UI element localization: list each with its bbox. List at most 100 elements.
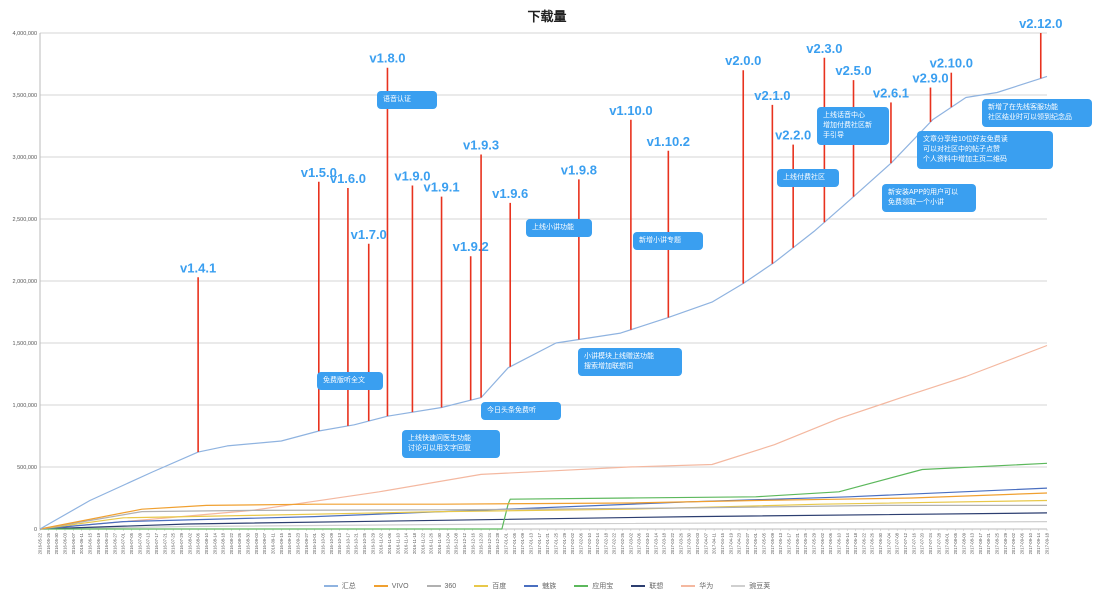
- x-tick-label: 2017-07-16: [911, 532, 916, 554]
- x-tick-label: 2016-07-29: [179, 532, 184, 554]
- legend-swatch: [681, 585, 696, 588]
- legend-label: 应用宝: [592, 583, 614, 590]
- legend-label: 360: [444, 583, 457, 590]
- x-tick-label: 2017-07-04: [886, 532, 891, 554]
- x-tick-label: 2017-07-28: [936, 532, 941, 554]
- legend-label: VIVO: [391, 583, 409, 590]
- x-tick-label: 2017-09-18: [1045, 532, 1050, 554]
- version-label: v1.9.2: [453, 239, 489, 254]
- x-tick-label: 2016-10-01: [312, 532, 317, 554]
- version-label: v2.1.0: [754, 88, 790, 103]
- x-tick-label: 2017-04-03: [695, 532, 700, 554]
- x-tick-label: 2017-06-10: [836, 532, 841, 554]
- x-tick-label: 2017-08-09: [961, 532, 966, 554]
- x-tick-label: 2017-08-05: [953, 532, 958, 554]
- x-tick-label: 2017-03-18: [662, 532, 667, 554]
- series-line-应用宝: [40, 462, 1048, 530]
- x-tick-label: 2017-04-11: [712, 532, 717, 554]
- x-tick-label: 2016-08-22: [229, 532, 234, 554]
- x-tick-label: 2017-07-20: [920, 532, 925, 554]
- version-label: v1.9.6: [492, 186, 528, 201]
- series-lines: [39, 75, 1048, 530]
- x-tick-label: 2016-09-07: [262, 532, 267, 554]
- version-label: v2.9.0: [912, 71, 948, 86]
- x-tick-label: 2017-03-30: [687, 532, 692, 554]
- x-tick-label: 2017-05-29: [811, 532, 816, 554]
- x-tick-label: 2016-08-26: [237, 532, 242, 554]
- legend-swatch: [574, 585, 589, 588]
- x-tick-label: 2017-04-07: [703, 532, 708, 554]
- x-tick-label: 2016-07-01: [121, 532, 126, 554]
- x-tick-label: 2016-10-25: [362, 532, 367, 554]
- x-tick-label: 2017-08-17: [978, 532, 983, 554]
- x-tick-label: 2016-10-21: [354, 532, 359, 554]
- legend-item: 联想: [631, 581, 663, 591]
- y-tick-label: 1,500,000: [13, 341, 37, 347]
- version-label: v1.10.2: [647, 134, 690, 149]
- x-tick-label: 2016-09-23: [295, 532, 300, 554]
- x-tick-label: 2016-12-24: [487, 532, 492, 554]
- x-tick-label: 2016-12-12: [462, 532, 467, 554]
- legend-label: 魅族: [542, 583, 557, 590]
- legend-swatch: [373, 585, 388, 588]
- x-tick-label: 2016-07-21: [162, 532, 167, 554]
- x-tick-label: 2016-07-05: [129, 532, 134, 554]
- x-tick-label: 2017-09-02: [1011, 532, 1016, 554]
- x-tick-label: 2017-04-23: [737, 532, 742, 554]
- x-tick-label: 2016-07-13: [146, 532, 151, 554]
- x-tick-label: 2016-06-03: [62, 532, 67, 554]
- y-tick-label: 3,500,000: [13, 93, 37, 99]
- x-tick-label: 2016-07-17: [154, 532, 159, 554]
- series-line-华为: [39, 344, 1048, 530]
- x-axis: 2016-05-22 2016-05-26 2016-05-30 2016-06-03…: [38, 529, 1050, 554]
- y-tick-label: 0: [34, 527, 37, 533]
- x-tick-label: 2016-12-28: [495, 532, 500, 554]
- legend-item: 应用宝: [574, 581, 613, 591]
- x-tick-label: 2017-06-22: [861, 532, 866, 554]
- annotation-note: 语音认证: [377, 91, 437, 109]
- x-tick-label: 2016-11-26: [429, 532, 434, 554]
- legend-item: VIVO: [373, 583, 409, 590]
- x-tick-label: 2017-06-02: [820, 532, 825, 554]
- x-tick-label: 2016-10-09: [329, 532, 334, 554]
- annotation-note: 小讲模块上线赠送功能 搜索增加联想词: [578, 348, 682, 376]
- x-tick-label: 2017-02-06: [578, 532, 583, 554]
- legend-swatch: [323, 585, 338, 588]
- x-tick-label: 2017-01-25: [553, 532, 558, 554]
- x-tick-label: 2017-06-06: [828, 532, 833, 554]
- x-tick-label: 2017-02-22: [612, 532, 617, 554]
- annotation-note: 上线快速问医生功能 讨论可以用文字回复: [402, 430, 500, 458]
- version-label: v1.9.1: [423, 180, 459, 195]
- x-tick-label: 2016-07-25: [171, 532, 176, 554]
- x-tick-label: 2017-01-09: [520, 532, 525, 554]
- x-tick-label: 2016-07-09: [137, 532, 142, 554]
- version-label: v2.2.0: [775, 128, 811, 143]
- x-tick-label: 2017-07-24: [928, 532, 933, 554]
- y-tick-label: 1,000,000: [13, 403, 37, 409]
- x-tick-label: 2017-08-21: [986, 532, 991, 554]
- legend-item: 豌豆荚: [731, 581, 770, 591]
- y-tick-label: 2,000,000: [13, 279, 37, 285]
- x-tick-label: 2016-11-18: [412, 532, 417, 554]
- x-tick-label: 2017-06-14: [845, 532, 850, 554]
- x-tick-label: 2017-05-21: [795, 532, 800, 554]
- x-tick-label: 2016-11-10: [395, 532, 400, 554]
- series-line-豌豆荚: [39, 520, 1048, 530]
- annotation-note: 文章分享给10位好友免费读 可以对社区中的帖子点赞 个人资料中增加主页二维码: [917, 131, 1053, 169]
- x-tick-label: 2017-05-09: [770, 532, 775, 554]
- x-tick-label: 2016-11-14: [404, 532, 409, 554]
- series-line-VIVO: [39, 492, 1048, 530]
- x-tick-label: 2017-07-08: [895, 532, 900, 554]
- x-tick-label: 2016-08-06: [196, 532, 201, 554]
- x-tick-label: 2017-02-18: [603, 532, 608, 554]
- chart-legend: 汇总 VIVO 360 百度 魅族 应用宝 联想 华为 豌豆荚: [0, 581, 1094, 591]
- version-label: v1.8.0: [369, 51, 405, 66]
- x-tick-label: 2017-02-10: [587, 532, 592, 554]
- x-tick-label: 2017-06-18: [853, 532, 858, 554]
- version-label: v1.6.0: [330, 171, 366, 186]
- legend-label: 联想: [649, 583, 664, 590]
- version-label: v1.9.8: [561, 162, 597, 177]
- version-label: v1.9.3: [463, 138, 499, 153]
- legend-item: 百度: [474, 581, 506, 591]
- x-tick-label: 2016-06-07: [71, 532, 76, 554]
